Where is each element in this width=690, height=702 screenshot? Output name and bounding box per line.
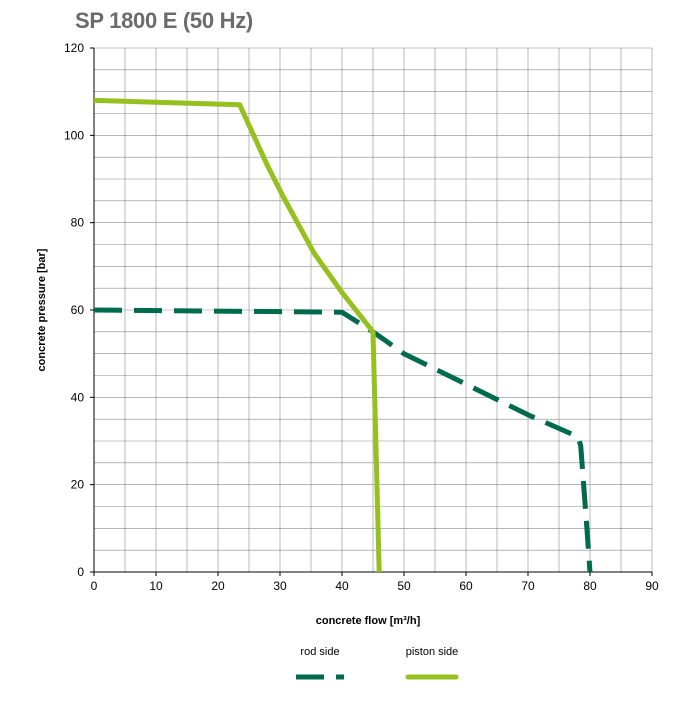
chart-title: SP 1800 E (50 Hz) — [75, 8, 253, 33]
x-tick-label: 50 — [397, 579, 411, 593]
x-tick-label: 80 — [583, 579, 597, 593]
y-tick-label: 20 — [71, 478, 85, 492]
legend-label: piston side — [406, 646, 459, 658]
y-tick-label: 60 — [71, 303, 85, 317]
tick-labels: 0 10 20 30 40 50 60 70 80 90 0 20 40 60 80 100 120 — [64, 41, 659, 593]
x-tick-label: 90 — [645, 579, 659, 593]
x-tick-label: 0 — [91, 579, 98, 593]
y-tick-label: 0 — [77, 565, 84, 579]
y-axis-title: concrete pressure [bar] — [36, 248, 48, 371]
series-line-rod-side — [93, 307, 593, 573]
y-tick-label: 100 — [64, 128, 84, 142]
x-axis-title: concrete flow [m³/h] — [316, 615, 421, 627]
x-tick-label: 70 — [521, 579, 535, 593]
series-line-piston-side — [93, 97, 382, 573]
y-tick-label: 80 — [71, 216, 85, 230]
y-tick-label: 120 — [64, 41, 84, 55]
series-lines — [93, 97, 593, 573]
legend-label: rod side — [300, 646, 339, 658]
x-tick-label: 20 — [211, 579, 225, 593]
x-tick-label: 40 — [335, 579, 349, 593]
x-tick-label: 10 — [149, 579, 163, 593]
x-tick-label: 30 — [273, 579, 287, 593]
y-tick-label: 40 — [71, 390, 85, 404]
legend: rod side piston side — [296, 646, 459, 680]
x-tick-label: 60 — [459, 579, 473, 593]
